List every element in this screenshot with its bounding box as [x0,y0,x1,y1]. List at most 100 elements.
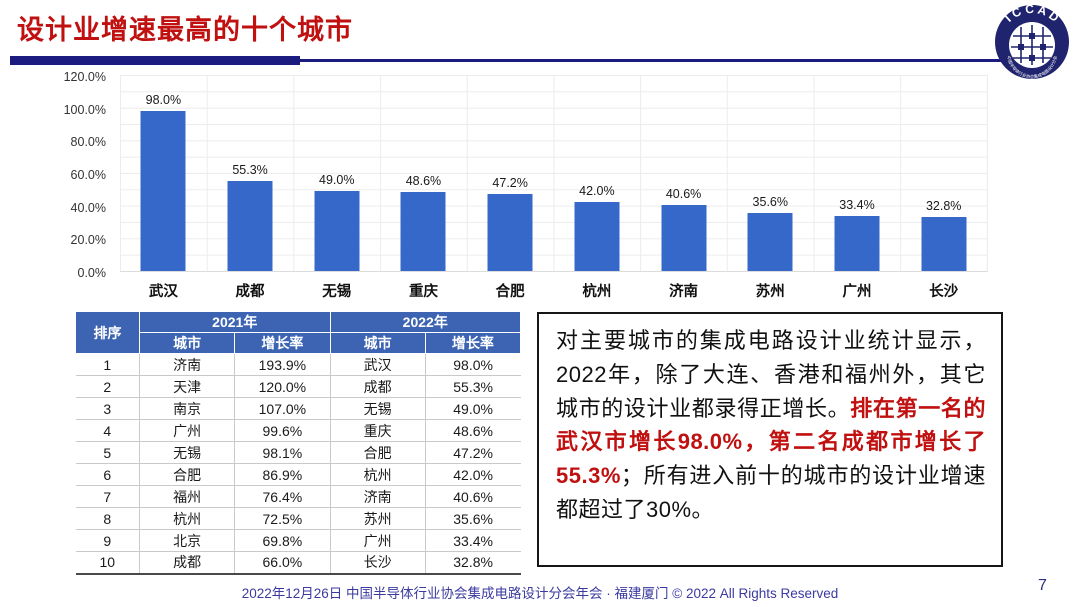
chart-bar [661,204,707,271]
col-header-2022: 2022年 [329,311,521,333]
city-2021-cell: 福州 [138,485,235,508]
col-header-city-2021: 城市 [138,332,236,354]
growth-2021-cell: 72.5% [234,507,330,530]
chart-bar [921,217,967,271]
col-header-city-2022: 城市 [329,332,426,354]
growth-2021-cell: 193.9% [234,353,330,376]
table-row: 8 杭州 72.5% 苏州 35.6% [75,507,521,530]
bar-value-label: 49.0% [319,172,355,187]
x-axis-label: 苏州 [755,284,785,300]
x-axis-label: 无锡 [322,284,352,300]
city-2022-cell: 重庆 [329,419,426,442]
growth-2022-cell: 47.2% [424,441,521,464]
chart-bar [314,190,360,271]
y-axis-tick: 100.0% [63,102,106,117]
chart-bar-group: 49.0% 无锡 [293,75,380,300]
x-axis-label: 合肥 [495,284,525,300]
rank-cell: 10 [75,551,140,574]
city-2022-cell: 济南 [329,485,426,508]
commentary-text: ；所有进入前十的城市的设计业增速都超过了30%。 [556,463,986,522]
bar-value-label: 47.2% [492,175,528,190]
x-axis-label: 成都 [235,284,265,300]
growth-2021-cell: 69.8% [234,529,330,552]
y-axis-tick: 20.0% [70,233,106,248]
commentary-box: 对主要城市的集成电路设计业统计显示，2022年，除了大连、香港和福州外，其它城市… [537,312,1003,567]
bar-value-label: 33.4% [839,198,875,213]
city-2022-cell: 成都 [329,375,426,398]
chart-y-axis: 0.0% 20.0% 40.0% 60.0% 80.0% 100.0% 120.0% [40,70,112,280]
city-2021-cell: 北京 [138,529,235,552]
growth-2022-cell: 40.6% [424,485,521,508]
chart-bar [574,202,620,271]
y-axis-tick: 40.0% [70,200,106,215]
rank-cell: 3 [75,397,140,420]
growth-2022-cell: 42.0% [424,463,521,486]
growth-2021-cell: 107.0% [234,397,330,420]
rank-cell: 6 [75,463,140,486]
rank-cell: 2 [75,375,140,398]
x-axis-label: 杭州 [582,284,612,300]
chart-bar-group: 48.6% 重庆 [380,75,467,300]
y-axis-tick: 60.0% [70,168,106,182]
col-header-growth-2021: 增长率 [234,332,331,354]
chart-bar [747,212,793,271]
chart-bar-group: 32.8% 长沙 [900,75,987,300]
svg-text:I C C A D: I C C A D [1002,3,1062,25]
table-row: 2 天津 120.0% 成都 55.3% [75,375,521,398]
title-underline-thick [10,56,300,65]
table-row: 6 合肥 86.9% 杭州 42.0% [75,463,521,486]
page-number: 7 [1038,577,1047,594]
chart-bar [834,216,880,271]
city-2021-cell: 成都 [138,551,235,574]
col-header-2021: 2021年 [139,311,331,333]
x-axis-label: 重庆 [408,284,438,300]
growth-2022-cell: 35.6% [424,507,521,530]
rank-cell: 4 [75,419,140,442]
chart-bar-group: 42.0% 杭州 [554,75,641,300]
bar-value-label: 35.6% [752,194,788,209]
rank-cell: 7 [75,485,140,508]
chart-bar-group: 40.6% 济南 [640,75,727,300]
table-row: 9 北京 69.8% 广州 33.4% [75,529,521,552]
growth-2022-cell: 49.0% [424,397,521,420]
col-header-rank: 排序 [75,311,140,354]
city-2022-cell: 苏州 [329,507,426,530]
growth-2021-cell: 86.9% [234,463,330,486]
rank-cell: 8 [75,507,140,530]
bar-value-label: 98.0% [145,92,182,107]
city-2021-cell: 合肥 [138,463,235,486]
growth-2021-cell: 76.4% [234,485,330,508]
growth-2022-cell: 33.4% [424,529,521,552]
city-2021-cell: 杭州 [138,507,235,530]
iccad-logo-icon: I C C A D 中国半导体行业协会集成电路设计分会 [995,3,1069,80]
x-axis-label: 武汉 [148,284,178,300]
chart-bar-group: 98.0% 武汉 [120,75,207,300]
city-2021-cell: 济南 [138,353,235,376]
growth-2021-cell: 99.6% [234,419,330,442]
footer-text: 2022年12月26日 中国半导体行业协会集成电路设计分会年会 · 福建厦门 ©… [241,586,839,601]
city-2022-cell: 武汉 [329,353,426,376]
growth-table-body: 1 济南 193.9% 武汉 98.0% 2 天津 120.0% 成都 55.3% 3 南京 107.0… [75,353,521,574]
x-axis-label: 广州 [842,284,872,300]
chart-bar [140,110,186,271]
growth-2022-cell: 55.3% [424,375,521,398]
city-2021-cell: 天津 [138,375,235,398]
city-2022-cell: 合肥 [329,441,426,464]
chart-bar [400,191,446,271]
city-2021-cell: 无锡 [138,441,235,464]
table-row: 1 济南 193.9% 武汉 98.0% [75,353,521,376]
commentary-text: 对主要城市的集成电路设计业统计显示，2022年，除了大连、香港和福州外，其它城市… [556,328,986,421]
city-2022-cell: 无锡 [329,397,426,420]
chart-bar-group: 33.4% 广州 [814,75,901,300]
bar-value-label: 42.0% [579,184,615,199]
growth-2022-cell: 48.6% [424,419,521,442]
page-title: 设计业增速最高的十个城市 [17,15,353,45]
growth-2021-cell: 98.1% [234,441,330,464]
city-2021-cell: 南京 [138,397,235,420]
growth-2022-cell: 32.8% [424,551,521,574]
table-row: 10 成都 66.0% 长沙 32.8% [75,551,521,574]
bar-value-label: 48.6% [405,173,442,188]
chart-bar-group: 55.3% 成都 [207,75,294,300]
chart-bar [487,193,533,271]
table-row: 5 无锡 98.1% 合肥 47.2% [75,441,521,464]
